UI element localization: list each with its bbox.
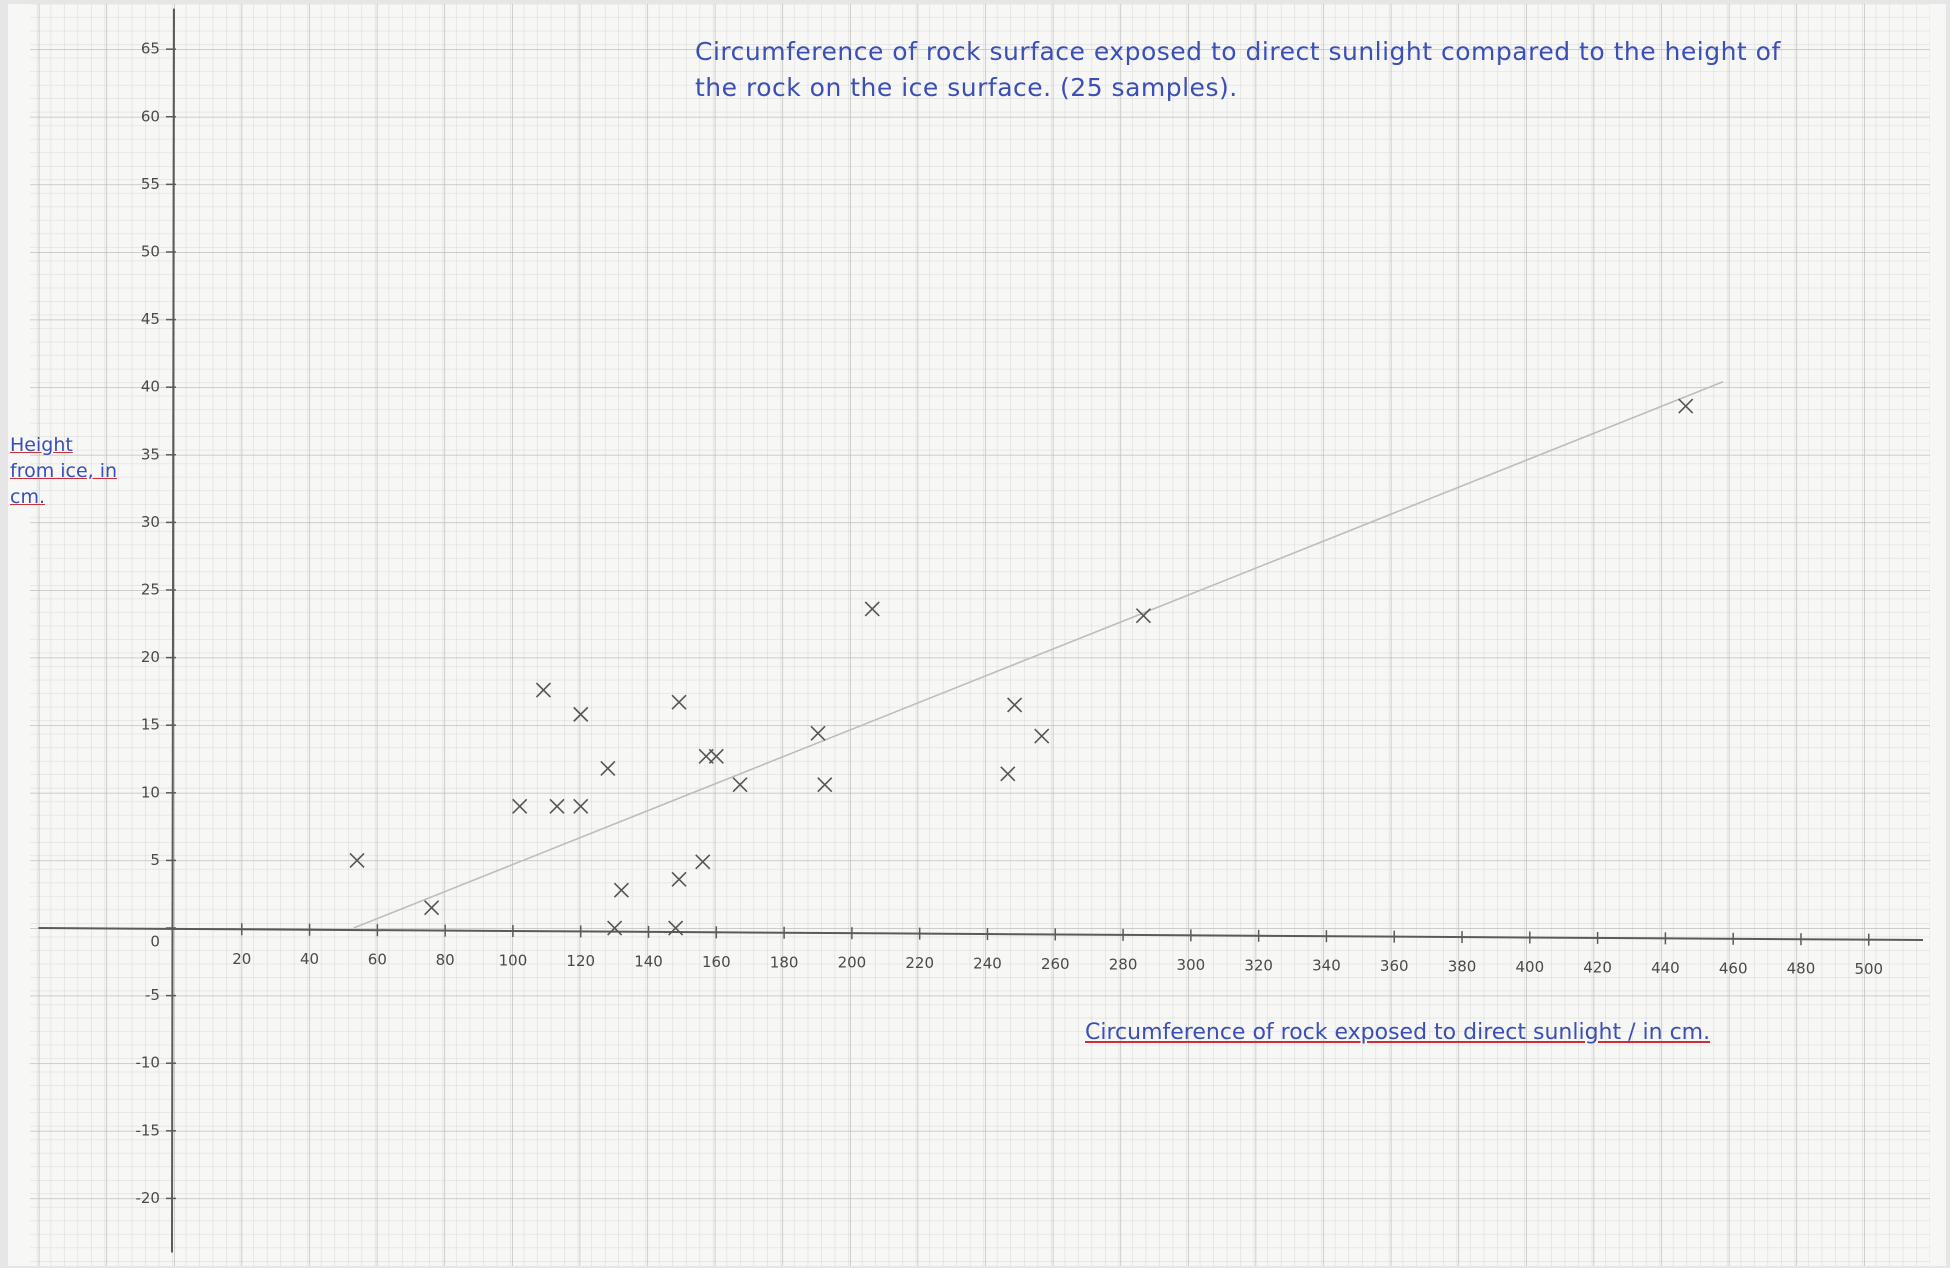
y-tick-label: 5 (150, 851, 160, 869)
y-tick-label: 60 (141, 107, 160, 125)
y-tick-label: 65 (141, 40, 160, 58)
grid-paper (30, 4, 1930, 1266)
x-tick-label: 80 (436, 951, 455, 969)
x-tick-label: 380 (1448, 958, 1477, 976)
y-tick-label: 40 (141, 378, 160, 396)
x-tick-label: 20 (232, 950, 251, 968)
x-tick-label: 180 (770, 953, 799, 971)
x-tick-label: 420 (1583, 958, 1612, 976)
chart-title: Circumference of rock surface exposed to… (695, 34, 1805, 106)
x-axis-label: Circumference of rock exposed to direct … (1085, 1018, 1710, 1048)
x-tick-label: 60 (368, 951, 387, 969)
y-tick-label: 15 (141, 716, 160, 734)
x-tick-label: 320 (1244, 956, 1273, 974)
y-tick-label: 50 (141, 242, 160, 260)
y-tick-label: 55 (141, 175, 160, 193)
x-tick-label: 100 (499, 952, 528, 970)
x-tick-label: 40 (300, 950, 319, 968)
y-axis-label: Height from ice, in cm. (10, 432, 122, 510)
x-tick-label: 300 (1177, 956, 1206, 974)
y-tick-label: -5 (145, 986, 160, 1004)
x-tick-label: 260 (1041, 955, 1070, 973)
y-tick-label: 45 (141, 310, 160, 328)
chart: 2040608010012014016018020022024026028030… (0, 0, 1950, 1268)
y-tick-label: 25 (141, 580, 160, 598)
y-tick-label: 20 (141, 648, 160, 666)
y-tick-label: 35 (141, 445, 160, 463)
x-tick-label: 240 (973, 955, 1002, 973)
page: {"chart_data": { "type": "scatter", "tit… (0, 0, 1950, 1268)
x-tick-label: 120 (566, 952, 595, 970)
x-tick-label: 220 (905, 954, 934, 972)
y-tick-label: -10 (135, 1054, 160, 1072)
x-tick-label: 340 (1312, 957, 1341, 975)
x-tick-label: 140 (634, 952, 663, 970)
y-tick-label: -15 (135, 1121, 160, 1139)
y-tick-label: 30 (141, 513, 160, 531)
x-tick-label: 400 (1515, 958, 1544, 976)
x-tick-label: 160 (702, 953, 731, 971)
x-tick-label: 200 (838, 954, 867, 972)
x-tick-label: 500 (1854, 960, 1883, 978)
x-tick-label: 440 (1651, 959, 1680, 977)
y-tick-label: 0 (150, 933, 160, 951)
x-tick-label: 280 (1109, 955, 1138, 973)
x-tick-label: 480 (1787, 960, 1816, 978)
x-tick-label: 460 (1719, 959, 1748, 977)
x-tick-label: 360 (1380, 957, 1409, 975)
y-tick-label: -20 (135, 1189, 160, 1207)
y-tick-label: 10 (141, 783, 160, 801)
